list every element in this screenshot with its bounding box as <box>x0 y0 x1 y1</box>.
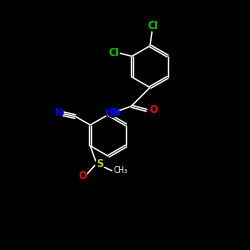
Circle shape <box>78 172 87 180</box>
Text: Cl: Cl <box>148 21 158 31</box>
Text: O: O <box>149 106 157 116</box>
Text: CH₃: CH₃ <box>113 166 127 175</box>
Text: Cl: Cl <box>109 48 120 58</box>
Circle shape <box>54 108 63 117</box>
Text: N: N <box>54 108 62 118</box>
Circle shape <box>148 106 158 115</box>
Circle shape <box>96 159 105 168</box>
Circle shape <box>110 48 119 58</box>
Circle shape <box>108 108 117 117</box>
Text: S: S <box>97 158 104 168</box>
Circle shape <box>148 22 158 31</box>
Text: O: O <box>78 171 86 181</box>
Text: HN: HN <box>104 108 121 118</box>
